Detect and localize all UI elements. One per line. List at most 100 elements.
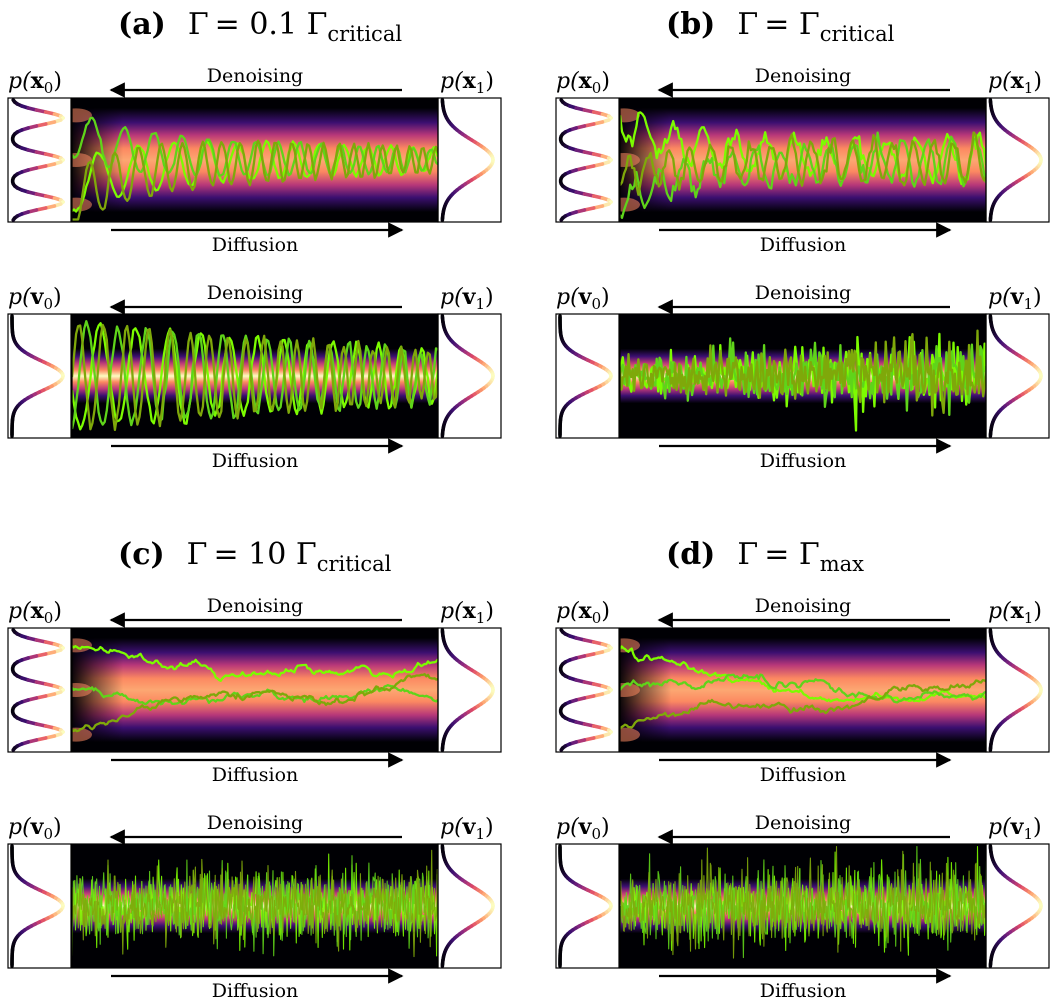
dist-sub: 1 xyxy=(1023,295,1033,313)
dist-prefix: p( xyxy=(8,599,31,624)
trajectories xyxy=(71,849,439,958)
dist-sub: 0 xyxy=(592,79,602,97)
end-distribution-label: p(x1) xyxy=(440,68,494,97)
end-density-curve xyxy=(988,98,1043,222)
dist-var: v xyxy=(462,814,477,840)
dist-var: v xyxy=(578,284,593,310)
gamma-symbol: Γ xyxy=(188,7,209,42)
heatmap-frame xyxy=(619,313,987,439)
trajectories xyxy=(71,116,440,221)
start-distribution-box xyxy=(555,313,620,439)
trajectory xyxy=(71,849,439,958)
dist-sub: 0 xyxy=(43,825,53,843)
diffusion-label: Diffusion xyxy=(212,234,299,256)
heatmap-frame xyxy=(619,627,987,753)
trajectory xyxy=(618,111,988,186)
dist-sub: 1 xyxy=(475,825,485,843)
dist-sub: 0 xyxy=(44,609,54,627)
dist-suffix: ) xyxy=(601,285,610,310)
dist-var: x xyxy=(1011,68,1025,94)
dist-sub: 0 xyxy=(592,609,602,627)
panel-title: (b) Γ = Γcritical xyxy=(666,7,895,46)
trajectories xyxy=(618,111,988,219)
start-density-curve xyxy=(10,844,65,968)
start-distribution-label: p(x0) xyxy=(8,68,62,97)
heatmap-frame xyxy=(71,843,439,969)
dist-sub: 1 xyxy=(476,609,486,627)
dist-var: x xyxy=(463,68,477,94)
end-density-curve xyxy=(988,314,1043,438)
gamma-symbol: Γ xyxy=(187,537,208,572)
dist-prefix: p( xyxy=(556,599,579,624)
trajectory xyxy=(71,645,439,682)
dist-sub: 0 xyxy=(43,295,53,313)
dist-prefix: p( xyxy=(988,815,1011,840)
dist-prefix: p( xyxy=(440,815,463,840)
dist-prefix: p( xyxy=(440,69,463,94)
panel-title: (c) Γ = 10 Γcritical xyxy=(118,537,392,576)
panel-title: (a) Γ = 0.1 Γcritical xyxy=(118,7,402,46)
dist-sub: 1 xyxy=(1023,825,1033,843)
heatmap-frame xyxy=(619,843,987,969)
dist-var: x xyxy=(31,68,45,94)
heatmap-frame xyxy=(71,97,439,223)
dist-var: v xyxy=(578,814,593,840)
panel-label: (d) xyxy=(666,537,715,572)
trajectory xyxy=(619,131,987,196)
end-density-curve xyxy=(988,628,1043,752)
start-distribution-label: p(x0) xyxy=(556,68,610,97)
denoising-label: Denoising xyxy=(755,282,851,304)
gamma-relation: = 10 Γ xyxy=(213,537,316,572)
end-density-curve xyxy=(440,628,495,752)
end-distribution-label: p(x1) xyxy=(988,68,1042,97)
gamma-symbol: Γ xyxy=(737,537,758,572)
diffusion-label: Diffusion xyxy=(212,764,299,786)
trajectory xyxy=(619,645,987,703)
trajectory xyxy=(71,116,439,177)
trajectory xyxy=(71,684,439,706)
heatmap-start-shade xyxy=(620,628,986,752)
dist-prefix: p( xyxy=(988,285,1011,310)
dist-var: v xyxy=(1010,814,1025,840)
dist-var: x xyxy=(31,598,45,624)
gamma-relation: = Γ xyxy=(764,7,820,42)
dist-suffix: ) xyxy=(53,599,62,624)
trajectory xyxy=(619,679,987,730)
dist-sub: 0 xyxy=(591,825,601,843)
start-distribution-label: p(v0) xyxy=(556,814,610,843)
dist-sub: 1 xyxy=(475,295,485,313)
dist-prefix: p( xyxy=(988,69,1011,94)
start-distribution-label: p(v0) xyxy=(556,284,610,313)
dist-var: x xyxy=(579,598,593,624)
denoising-label: Denoising xyxy=(207,595,303,617)
end-density-curve xyxy=(440,844,495,968)
dist-suffix: ) xyxy=(485,69,494,94)
trajectory xyxy=(70,322,440,431)
start-distribution-label: p(v0) xyxy=(8,284,62,313)
dist-var: x xyxy=(579,68,593,94)
dist-prefix: p( xyxy=(988,599,1011,624)
start-distribution-label: p(x0) xyxy=(556,598,610,627)
trajectory xyxy=(619,673,987,704)
gamma-subscript: critical xyxy=(317,552,392,576)
trajectory xyxy=(619,131,988,219)
start-density-curve xyxy=(10,98,65,222)
end-distribution-label: p(x1) xyxy=(440,598,494,627)
gamma-subscript: max xyxy=(820,552,864,576)
diffusion-label: Diffusion xyxy=(760,234,847,256)
trajectories xyxy=(619,845,987,959)
trajectories xyxy=(71,645,439,733)
dist-prefix: p( xyxy=(556,815,579,840)
dist-var: v xyxy=(30,814,45,840)
end-density-curve xyxy=(440,98,495,222)
dist-suffix: ) xyxy=(53,815,62,840)
dist-var: v xyxy=(462,284,477,310)
start-density-curve xyxy=(10,628,65,752)
trajectory xyxy=(72,139,440,221)
